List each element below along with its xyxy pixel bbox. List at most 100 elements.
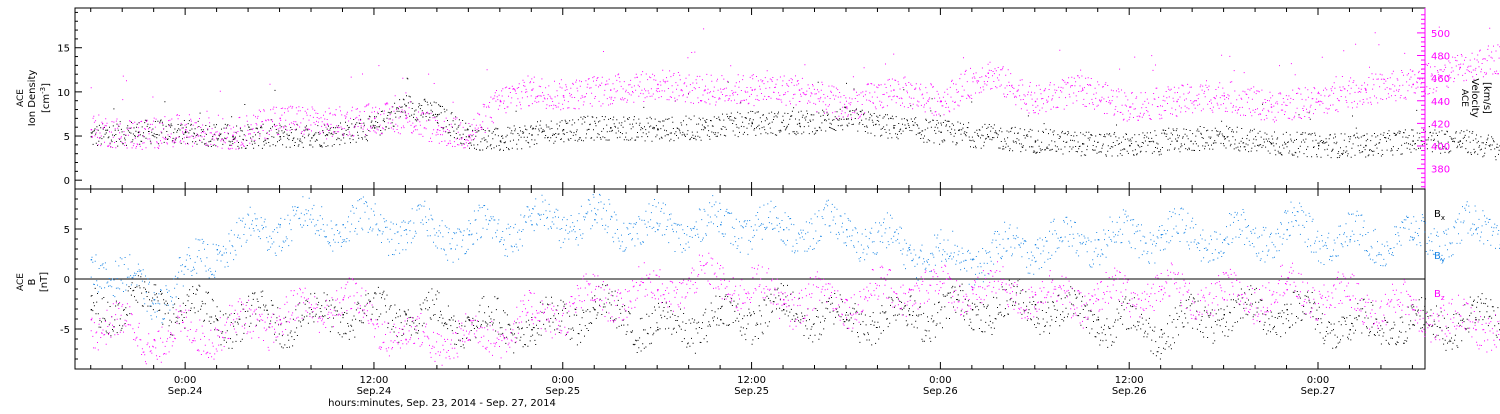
data-point bbox=[1223, 299, 1225, 301]
data-point bbox=[232, 136, 234, 138]
time-tick-label: 12:00 bbox=[1115, 375, 1144, 386]
velocity-tick-label: 480 bbox=[1431, 52, 1450, 63]
data-point bbox=[1129, 106, 1131, 108]
data-point bbox=[405, 117, 407, 120]
data-point bbox=[342, 314, 344, 316]
velocity-tick-label: 440 bbox=[1431, 97, 1450, 108]
data-point bbox=[531, 319, 533, 321]
data-point bbox=[783, 229, 785, 231]
density-tick-label: 5 bbox=[64, 132, 70, 143]
date-tick-label: Sep.24 bbox=[357, 386, 392, 397]
data-point bbox=[326, 123, 329, 125]
data-point bbox=[374, 117, 376, 120]
data-point bbox=[468, 234, 470, 236]
scatter-cloud bbox=[90, 77, 1500, 161]
data-point bbox=[1412, 140, 1414, 142]
data-point bbox=[971, 259, 974, 261]
data-point bbox=[1318, 100, 1320, 103]
data-point bbox=[657, 289, 659, 291]
data-point bbox=[1223, 314, 1225, 316]
data-point bbox=[798, 122, 801, 125]
data-point bbox=[374, 127, 376, 129]
data-point bbox=[751, 122, 753, 125]
data-point bbox=[1034, 304, 1037, 306]
data-point bbox=[657, 229, 659, 231]
data-point bbox=[1223, 95, 1225, 97]
data-point bbox=[846, 319, 848, 321]
data-point bbox=[594, 219, 596, 221]
data-point bbox=[1034, 140, 1037, 142]
data-point bbox=[1349, 329, 1351, 331]
density-unit-base: [cm bbox=[41, 94, 52, 113]
data-point bbox=[594, 299, 596, 301]
top-panel-frame bbox=[74, 7, 1426, 190]
data-point bbox=[1034, 100, 1037, 103]
legend-name: B bbox=[1434, 209, 1441, 220]
data-point bbox=[971, 309, 974, 311]
data-point bbox=[783, 309, 785, 311]
density-tick-label: 0 bbox=[64, 176, 70, 187]
date-tick-label: Sep.25 bbox=[545, 386, 580, 397]
bfield-ylabel-line3: [nT] bbox=[39, 272, 50, 292]
data-point bbox=[1318, 144, 1320, 147]
data-point bbox=[90, 319, 93, 321]
bfield-ylabel-line1: ACE bbox=[16, 273, 26, 291]
data-point bbox=[751, 89, 753, 91]
data-point bbox=[657, 329, 659, 331]
density-axis: 0 5 10 15 bbox=[57, 11, 82, 187]
data-point bbox=[1412, 324, 1414, 326]
data-point bbox=[908, 289, 911, 291]
data-point bbox=[1475, 229, 1477, 231]
data-point bbox=[798, 89, 801, 91]
data-point bbox=[531, 89, 533, 91]
date-tick-label: Sep.26 bbox=[1112, 386, 1147, 397]
data-point bbox=[562, 95, 565, 97]
data-point bbox=[279, 319, 281, 321]
top-series-density bbox=[90, 77, 1500, 161]
data-point bbox=[657, 83, 659, 86]
bfield-tick-label: 5 bbox=[64, 225, 70, 236]
data-point bbox=[531, 134, 533, 136]
data-point bbox=[594, 309, 596, 311]
scatter-cloud bbox=[90, 193, 1500, 324]
data-point bbox=[137, 134, 140, 137]
data-point bbox=[846, 299, 848, 301]
data-point bbox=[1176, 100, 1178, 103]
data-point bbox=[610, 89, 612, 91]
time-tick-label: 0:00 bbox=[174, 375, 196, 386]
data-point bbox=[1475, 319, 1477, 321]
data-point bbox=[468, 339, 470, 341]
date-tick-label: Sep.26 bbox=[923, 386, 958, 397]
time-tick-label: 12:00 bbox=[737, 375, 766, 386]
bfield-axis: -5 0 5 bbox=[60, 198, 82, 360]
data-point bbox=[185, 131, 187, 133]
data-point bbox=[468, 136, 470, 138]
data-point bbox=[185, 129, 187, 131]
velocity-tick-label: 380 bbox=[1431, 165, 1450, 176]
bfield-ylabel-line2: B bbox=[27, 278, 38, 285]
data-point bbox=[1365, 144, 1367, 147]
data-point bbox=[499, 140, 502, 142]
data-point bbox=[1475, 329, 1477, 331]
data-point bbox=[562, 129, 565, 131]
data-point bbox=[468, 134, 470, 137]
data-point bbox=[704, 89, 706, 91]
velocity-ylabel-line2: Velocity bbox=[1469, 78, 1480, 117]
bfield-tick-label: -5 bbox=[60, 325, 70, 336]
data-point bbox=[846, 229, 848, 231]
data-point bbox=[216, 249, 218, 251]
data-point bbox=[908, 249, 911, 251]
data-point bbox=[279, 117, 281, 120]
data-point bbox=[1286, 229, 1288, 231]
legend-entry-z: Bz bbox=[1434, 289, 1445, 302]
data-point bbox=[279, 136, 281, 138]
data-point bbox=[436, 129, 439, 131]
legend-sub: x bbox=[1441, 214, 1445, 222]
data-point bbox=[720, 224, 722, 226]
data-point bbox=[1349, 299, 1351, 301]
data-point bbox=[704, 127, 706, 129]
data-point bbox=[232, 134, 234, 137]
